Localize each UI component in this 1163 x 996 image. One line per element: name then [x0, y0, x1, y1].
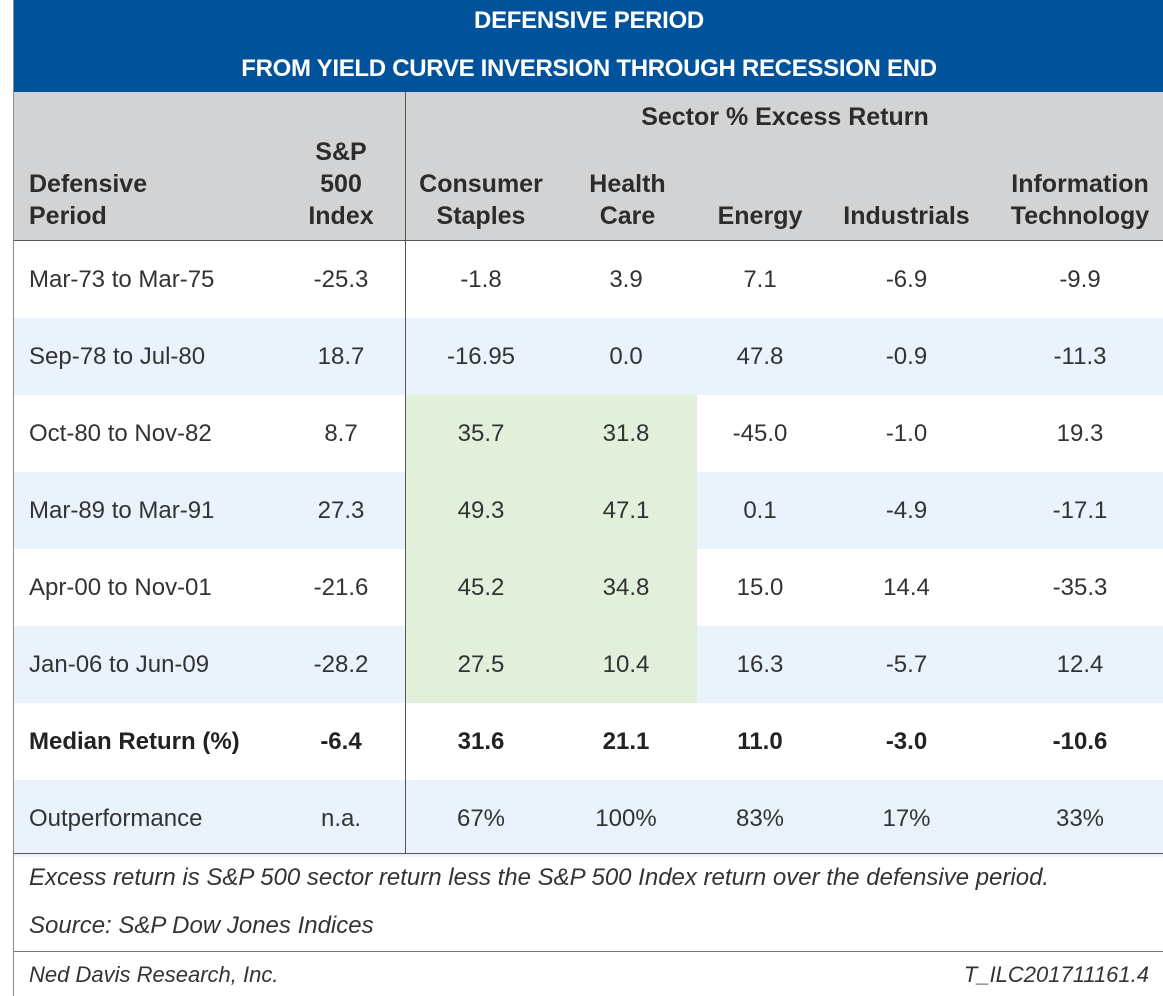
cell-period: Outperformance: [29, 805, 203, 832]
header-sp500-index: S&P 500 Index: [308, 138, 374, 230]
cell-energy: 47.8: [736, 343, 784, 370]
header-information-technology: Information Technology: [1010, 170, 1150, 230]
note-source: Source: S&P Dow Jones Indices: [29, 912, 374, 939]
table-header: Defensive Period S&P 500 Index Sector % …: [14, 92, 1163, 241]
cell-staples: -1.8: [460, 266, 502, 293]
cell-staples: -16.95: [446, 343, 516, 370]
cell-energy: 16.3: [736, 651, 784, 678]
cell-sp500: -25.3: [313, 266, 369, 293]
cell-health: 0.0: [609, 343, 643, 370]
cell-health: 31.8: [602, 420, 650, 447]
cell-staples: 35.7: [457, 420, 505, 447]
cell-it: 19.3: [1056, 420, 1104, 447]
cell-health: 3.9: [609, 266, 643, 293]
cell-staples: 67%: [456, 805, 506, 832]
footer-publisher: Ned Davis Research, Inc.: [29, 962, 279, 987]
highlight-band: [406, 626, 697, 703]
cell-it: -11.3: [1053, 343, 1107, 370]
cell-energy: 11.0: [737, 728, 783, 755]
cell-staples: 27.5: [457, 651, 505, 678]
cell-health: 100%: [595, 805, 657, 832]
cell-it: 33%: [1055, 805, 1105, 832]
cell-period: Mar-73 to Mar-75: [29, 266, 215, 293]
table-row: Oct-80 to Nov-82 8.7 35.7 31.8 -45.0 -1.0 19.3: [14, 395, 1163, 472]
cell-sp500: 18.7: [317, 343, 365, 370]
cell-health: 10.4: [602, 651, 650, 678]
footer-code: T_ILC201711161.4: [963, 962, 1149, 987]
cell-period: Oct-80 to Nov-82: [29, 420, 212, 447]
column-divider: [405, 92, 406, 853]
cell-industrials: -3.0: [885, 728, 928, 755]
cell-energy: 7.1: [743, 266, 777, 293]
highlight-band: [406, 395, 697, 472]
table-row: Sep-78 to Jul-80 18.7 -16.95 0.0 47.8 -0.9 -11…: [14, 318, 1163, 395]
table-row: Median Return (%) -6.4 31.6 21.1 11.0 -3.0 -10…: [14, 703, 1163, 780]
header-health-care: Health Care: [589, 170, 666, 230]
cell-industrials: -4.9: [885, 497, 928, 524]
cell-staples: 31.6: [457, 728, 505, 755]
table-row: Outperformance n.a. 67% 100% 83% 17% 33%: [14, 780, 1163, 857]
header-industrials: Industrials: [843, 202, 970, 230]
cell-it: -9.9: [1059, 266, 1101, 293]
cell-health: 21.1: [602, 728, 650, 755]
cell-staples: 45.2: [457, 574, 505, 601]
cell-period: Sep-78 to Jul-80: [29, 343, 206, 370]
title-line-2: FROM YIELD CURVE INVERSION THROUGH RECES…: [241, 55, 937, 82]
cell-industrials: -0.9: [885, 343, 928, 370]
highlight-band: [406, 472, 697, 549]
cell-it: 12.4: [1056, 651, 1104, 678]
cell-industrials: -5.7: [885, 651, 928, 678]
header-energy: Energy: [717, 202, 803, 230]
cell-energy: 15.0: [736, 574, 784, 601]
cell-period: Mar-89 to Mar-91: [29, 497, 215, 524]
cell-period: Apr-00 to Nov-01: [29, 574, 212, 601]
cell-period: Jan-06 to Jun-09: [29, 651, 210, 678]
table-row: Mar-89 to Mar-91 27.3 49.3 47.1 0.1 -4.9 -17.1: [14, 472, 1163, 549]
cell-sp500: -6.4: [320, 728, 362, 755]
cell-period: Median Return (%): [29, 728, 240, 755]
cell-industrials: -1.0: [885, 420, 928, 447]
cell-energy: 0.1: [743, 497, 777, 524]
header-consumer-staples: Consumer Staples: [419, 170, 543, 230]
header-defensive-period: Defensive Period: [29, 170, 148, 230]
cell-health: 34.8: [602, 574, 650, 601]
cell-industrials: -6.9: [885, 266, 928, 293]
cell-health: 47.1: [602, 497, 650, 524]
cell-industrials: 17%: [882, 805, 931, 832]
highlight-band: [406, 549, 697, 626]
table-row: Jan-06 to Jun-09 -28.2 27.5 10.4 16.3 -5.7 12.…: [14, 626, 1163, 703]
cell-it: -17.1: [1052, 497, 1108, 524]
title-line-1: DEFENSIVE PERIOD: [474, 7, 704, 34]
footer-rule: [14, 951, 1163, 952]
cell-sp500: 8.7: [324, 420, 358, 447]
table-frame: DEFENSIVE PERIOD FROM YIELD CURVE INVERS…: [13, 0, 1163, 996]
cell-sp500: 27.3: [317, 497, 365, 524]
cell-it: -35.3: [1052, 574, 1108, 601]
cell-industrials: 14.4: [883, 574, 930, 601]
cell-energy: -45.0: [732, 420, 788, 447]
cell-sp500: -28.2: [313, 651, 369, 678]
cell-energy: 83%: [735, 805, 785, 832]
cell-staples: 49.3: [457, 497, 505, 524]
cell-sp500: -21.6: [313, 574, 369, 601]
table-row: Mar-73 to Mar-75 -25.3 -1.8 3.9 7.1 -6.9 -9.9: [14, 241, 1163, 318]
table-bottom-rule: [14, 853, 1163, 854]
cell-sp500: n.a.: [320, 805, 362, 832]
note-excess-return: Excess return is S&P 500 sector return l…: [29, 864, 1050, 891]
header-sector-group: Sector % Excess Return: [641, 103, 929, 131]
title-bar: DEFENSIVE PERIOD FROM YIELD CURVE INVERS…: [14, 0, 1163, 92]
cell-it: -10.6: [1052, 728, 1108, 755]
table-row: Apr-00 to Nov-01 -21.6 45.2 34.8 15.0 14.4 -35…: [14, 549, 1163, 626]
